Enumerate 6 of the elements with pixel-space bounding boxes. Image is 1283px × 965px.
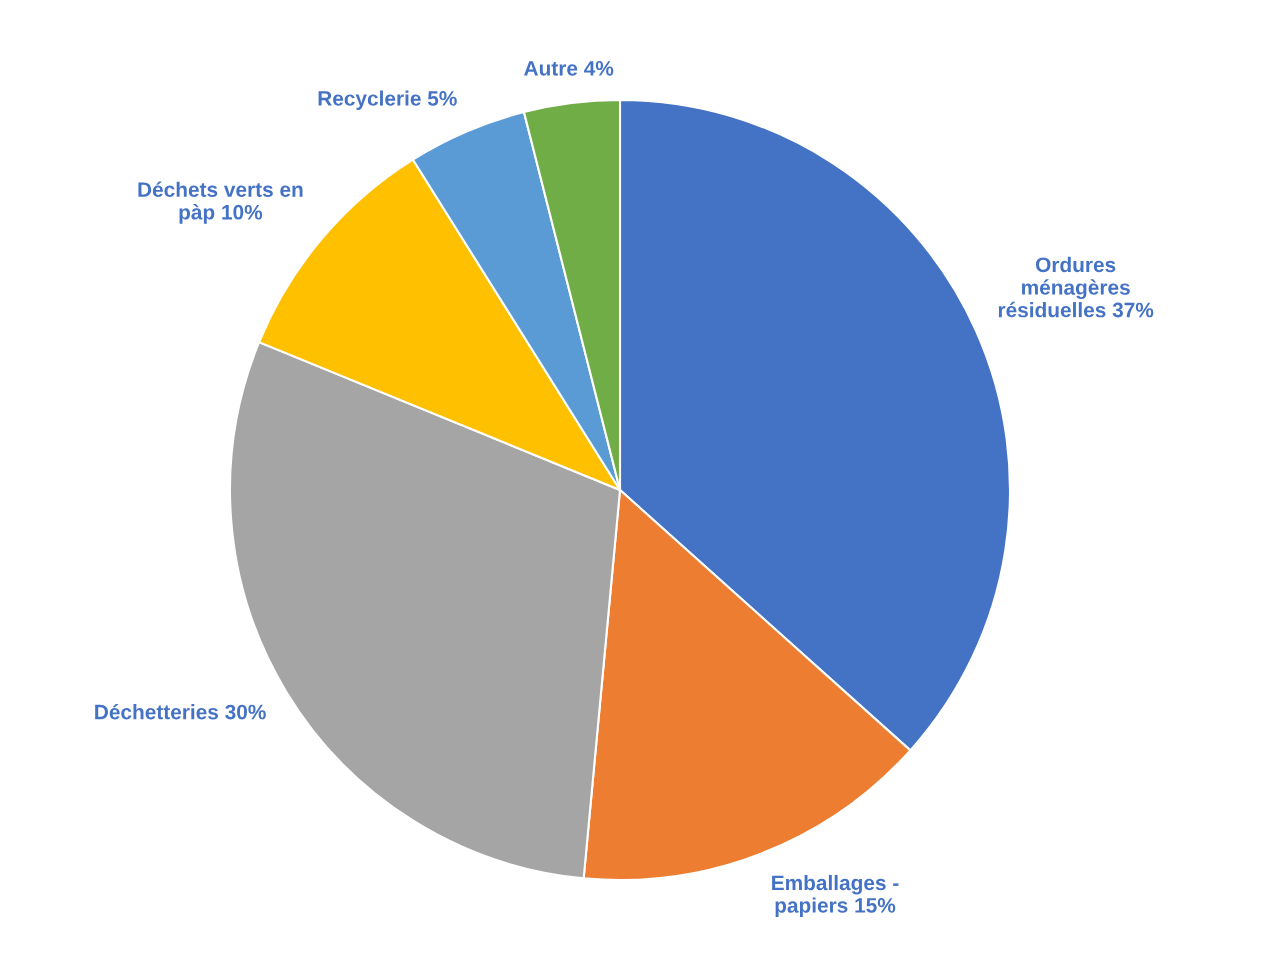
slice-label: Autre 4% (524, 60, 614, 76)
slice-label: Déchetteries 30% (95, 703, 266, 720)
slice-label: Déchets verts en pàp 10% (138, 181, 303, 224)
slice-label: Ordures ménagères résiduelles 37% (998, 256, 1154, 318)
slice-label: Emballages - papiers 15% (772, 874, 899, 917)
slice-label: Recyclerie 5% (318, 90, 457, 110)
